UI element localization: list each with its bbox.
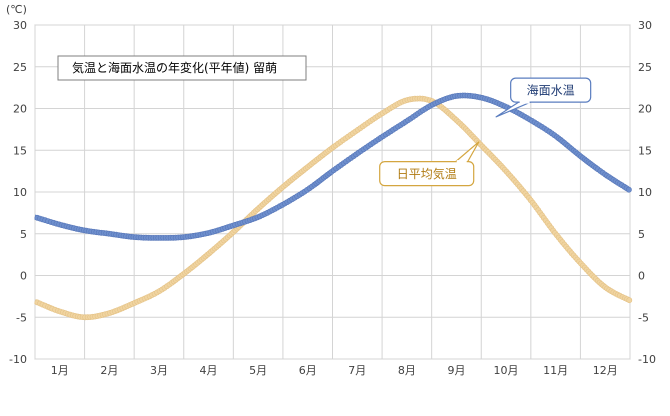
x-tick-label: 5月: [249, 364, 267, 377]
callout-label: 日平均気温: [397, 166, 457, 181]
callout-frame: [510, 77, 592, 103]
y-tick-label-left: 25: [13, 61, 27, 74]
x-tick-label: 6月: [299, 364, 317, 377]
x-tick-label: 2月: [100, 364, 118, 377]
callout-frame: [379, 161, 475, 187]
x-tick-label: 7月: [348, 364, 366, 377]
callout-label: 海面水温: [527, 83, 575, 98]
y-tick-label-right: 15: [638, 144, 652, 157]
x-tick-label: 9月: [447, 364, 465, 377]
callout-joint: [456, 160, 467, 164]
series-air-temperature: [32, 95, 633, 321]
y-axis-left: -10 -5 0 5 10 15 20 25 30: [9, 19, 27, 366]
y-tick-label-right: 10: [638, 186, 652, 199]
y-tick-label-left: 20: [13, 103, 27, 116]
series-layer: [32, 92, 633, 321]
y-tick-label-right: 30: [638, 19, 652, 32]
x-tick-label: 4月: [200, 364, 218, 377]
y-tick-label-right: 25: [638, 61, 652, 74]
callout-joint: [519, 100, 530, 104]
x-tick-label: 1月: [51, 364, 69, 377]
chart-title-box: 気温と海面水温の年変化(平年値) 留萌: [57, 55, 307, 81]
callout-air-temperature: 日平均気温: [379, 141, 480, 187]
y-tick-label-right: -5: [638, 311, 649, 324]
chart-title: 気温と海面水温の年変化(平年値) 留萌: [72, 60, 277, 75]
x-tick-label: 10月: [494, 364, 519, 377]
series-point: [626, 297, 633, 304]
x-tick-label: 8月: [398, 364, 416, 377]
y-tick-label-left: 15: [13, 144, 27, 157]
callout-sea-temperature: 海面水温: [495, 77, 592, 118]
y-tick-label-right: 5: [638, 228, 645, 241]
y-tick-label-right: 20: [638, 103, 652, 116]
y-tick-label-left: -5: [16, 311, 27, 324]
y-tick-label-left: 10: [13, 186, 27, 199]
y-tick-label-left: -10: [9, 353, 27, 366]
x-tick-label: 12月: [593, 364, 618, 377]
y-tick-label-left: 5: [20, 228, 27, 241]
y-tick-label-left: 30: [13, 19, 27, 32]
series-sea-temperature: [32, 92, 633, 241]
y-tick-label-left: 0: [20, 270, 27, 283]
y-tick-label-right: 0: [638, 270, 645, 283]
chart-title-frame: [57, 55, 307, 81]
x-tick-label: 11月: [543, 364, 568, 377]
y-axis-right: -10 -5 0 5 10 15 20 25 30: [638, 19, 656, 366]
y-tick-label-right: -10: [638, 353, 656, 366]
x-tick-label: 3月: [150, 364, 168, 377]
series-point: [626, 186, 632, 193]
x-axis: 1月 2月 3月 4月 5月 6月 7月 8月 9月 10月 11月 12月: [51, 364, 618, 377]
unit-label: (℃): [6, 3, 27, 16]
